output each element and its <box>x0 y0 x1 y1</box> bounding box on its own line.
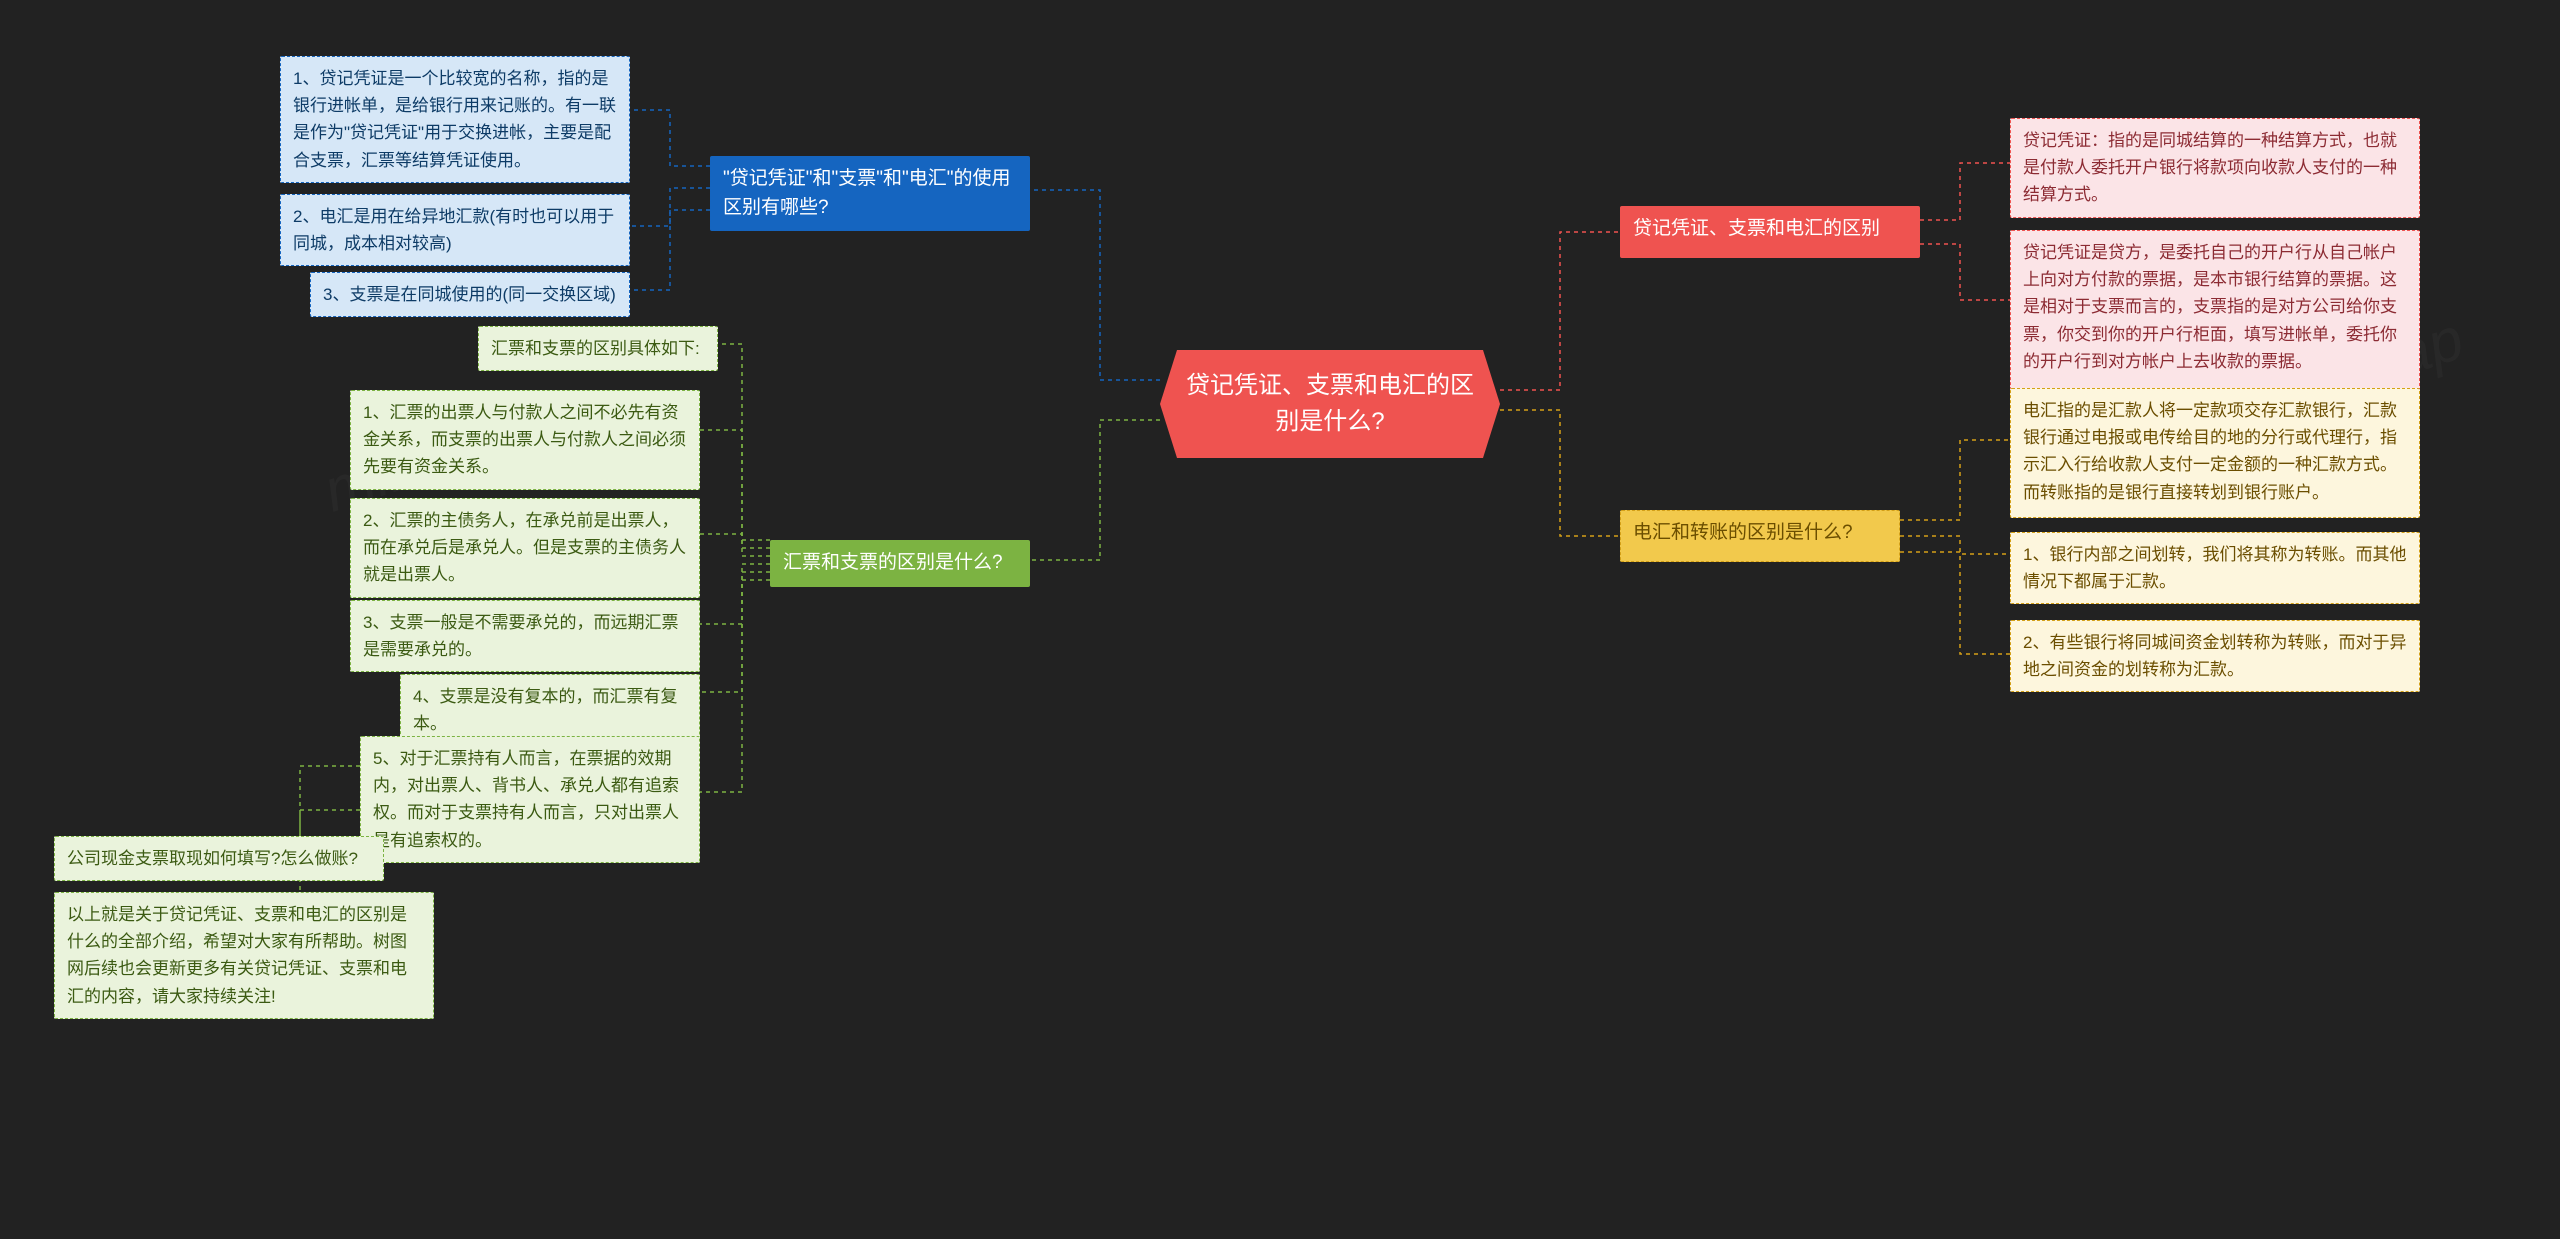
branch-wire-vs-transfer[interactable]: 电汇和转账的区别是什么? <box>1620 510 1900 562</box>
leaf-draft-cheque-2: 2、汇票的主债务人，在承兑前是出票人，而在承兑后是承兑人。但是支票的主债务人就是… <box>350 498 700 598</box>
leaf-usage-3: 3、支票是在同城使用的(同一交换区域) <box>310 272 630 317</box>
leaf-transfer-point-1: 1、银行内部之间划转，我们将其称为转账。而其他情况下都属于汇款。 <box>2010 532 2420 604</box>
branch-credit-cheque-wire-diff[interactable]: 贷记凭证、支票和电汇的区别 <box>1620 206 1920 258</box>
leaf-usage-2: 2、电汇是用在给异地汇款(有时也可以用于同城，成本相对较高) <box>280 194 630 266</box>
leaf-usage-1: 1、贷记凭证是一个比较宽的名称，指的是银行进帐单，是给银行用来记账的。有一联是作… <box>280 56 630 183</box>
leaf-credit-voucher-vs-cheque: 贷记凭证是贷方，是委托自己的开户行从自己帐户上向对方付款的票据，是本市银行结算的… <box>2010 230 2420 390</box>
branch-usage-diff[interactable]: "贷记凭证"和"支票"和"电汇"的使用区别有哪些? <box>710 156 1030 231</box>
leaf-draft-cheque-1: 1、汇票的出票人与付款人之间不必先有资金关系，而支票的出票人与付款人之间必须先要… <box>350 390 700 490</box>
leaf-draft-cheque-3: 3、支票一般是不需要承兑的，而远期汇票是需要承兑的。 <box>350 600 700 672</box>
leaf-wire-transfer-def: 电汇指的是汇款人将一定款项交存汇款银行，汇款银行通过电报或电传给目的地的分行或代… <box>2010 388 2420 518</box>
leaf-transfer-point-2: 2、有些银行将同城间资金划转称为转账，而对于异地之间资金的划转称为汇款。 <box>2010 620 2420 692</box>
root-node[interactable]: 贷记凭证、支票和电汇的区别是什么? <box>1160 350 1500 458</box>
leaf-ext-cash-cheque[interactable]: 公司现金支票取现如何填写?怎么做账? <box>54 836 384 881</box>
branch-draft-vs-cheque[interactable]: 汇票和支票的区别是什么? <box>770 540 1030 587</box>
leaf-draft-cheque-lead: 汇票和支票的区别具体如下: <box>478 326 718 371</box>
leaf-ext-summary: 以上就是关于贷记凭证、支票和电汇的区别是什么的全部介绍，希望对大家有所帮助。树图… <box>54 892 434 1019</box>
leaf-draft-cheque-5: 5、对于汇票持有人而言，在票据的效期内，对出票人、背书人、承兑人都有追索权。而对… <box>360 736 700 863</box>
leaf-credit-voucher-def: 贷记凭证：指的是同城结算的一种结算方式，也就是付款人委托开户银行将款项向收款人支… <box>2010 118 2420 218</box>
